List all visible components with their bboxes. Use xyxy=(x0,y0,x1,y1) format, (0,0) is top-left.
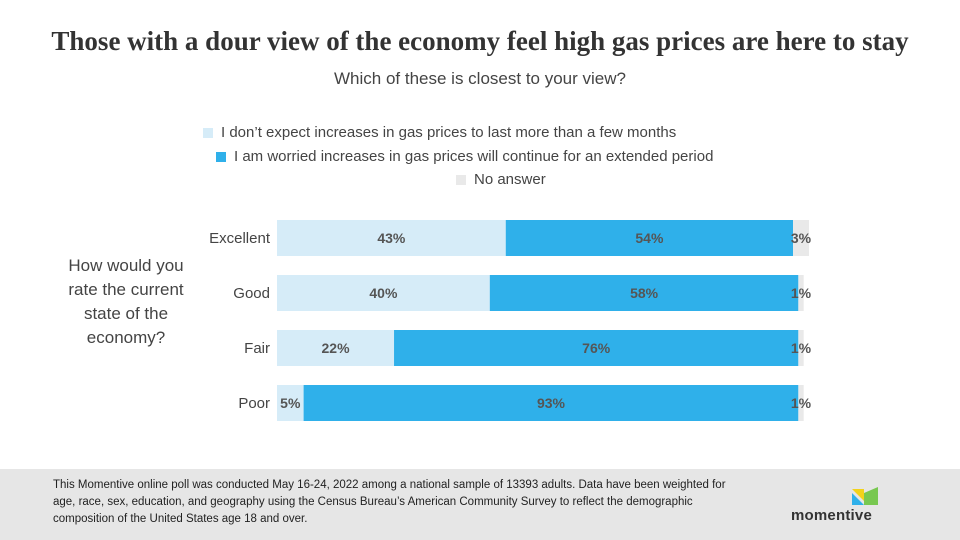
data-label-fair-extended: 76% xyxy=(582,340,611,356)
data-label-poor-no-answer: 1% xyxy=(791,395,812,411)
data-label-excellent-short-term: 43% xyxy=(377,230,406,246)
bar-poor-short-term xyxy=(277,385,304,421)
momentive-logo-icon xyxy=(852,487,878,505)
data-label-good-extended: 58% xyxy=(630,285,659,301)
category-label-fair: Fair xyxy=(244,340,270,357)
chart-title: Those with a dour view of the economy fe… xyxy=(51,26,909,56)
bar-fair-no-answer xyxy=(798,330,804,366)
bar-excellent-no-answer xyxy=(793,220,809,256)
category-label-excellent: Excellent xyxy=(209,230,271,247)
momentive-logo: momentive xyxy=(788,487,888,527)
legend-item-short-term: I don’t expect increases in gas prices t… xyxy=(203,124,676,141)
chart-subtitle: Which of these is closest to your view? xyxy=(334,69,626,88)
category-label-good: Good xyxy=(233,285,270,302)
footer: This Momentive online poll was conducted… xyxy=(0,469,960,540)
data-label-poor-extended: 93% xyxy=(537,395,566,411)
data-label-good-no-answer: 1% xyxy=(791,285,812,301)
bar-excellent-short-term xyxy=(277,220,506,256)
bar-fair-extended xyxy=(394,330,799,366)
data-label-excellent-no-answer: 3% xyxy=(791,230,812,246)
bar-good-no-answer xyxy=(798,275,804,311)
legend-swatch-light xyxy=(203,127,213,138)
data-label-poor-short-term: 5% xyxy=(280,395,301,411)
momentive-logo-text: momentive xyxy=(791,507,872,524)
y-axis-label: How would you rate the current state of … xyxy=(68,256,184,347)
bar-poor-extended xyxy=(303,385,799,421)
legend-item-no-answer: No answer xyxy=(456,171,546,188)
legend: I don’t expect increases in gas prices t… xyxy=(0,120,960,192)
category-label-poor: Poor xyxy=(238,395,270,412)
legend-label-no-answer: No answer xyxy=(474,171,546,188)
bar-good-short-term xyxy=(277,275,490,311)
bar-poor-no-answer xyxy=(798,385,804,421)
legend-item-extended: I am worried increases in gas prices wil… xyxy=(216,148,713,165)
legend-label-extended: I am worried increases in gas prices wil… xyxy=(234,148,714,165)
data-label-good-short-term: 40% xyxy=(369,285,398,301)
data-label-fair-no-answer: 1% xyxy=(791,340,812,356)
bar-excellent-extended xyxy=(505,220,794,256)
bar-good-extended xyxy=(489,275,799,311)
bar-fair-short-term xyxy=(277,330,395,366)
methodology-note: This Momentive online poll was conducted… xyxy=(53,479,726,525)
legend-swatch-blue xyxy=(216,151,226,162)
stacked-bar-chart: Excellent 43% 54% 3% Good 40% 58% 1% Fair 22% 76% 1… xyxy=(209,220,812,421)
legend-label-short-term: I don’t expect increases in gas prices t… xyxy=(221,124,677,141)
legend-swatch-gray xyxy=(456,174,466,185)
data-label-excellent-extended: 54% xyxy=(635,230,664,246)
data-label-fair-short-term: 22% xyxy=(322,340,351,356)
